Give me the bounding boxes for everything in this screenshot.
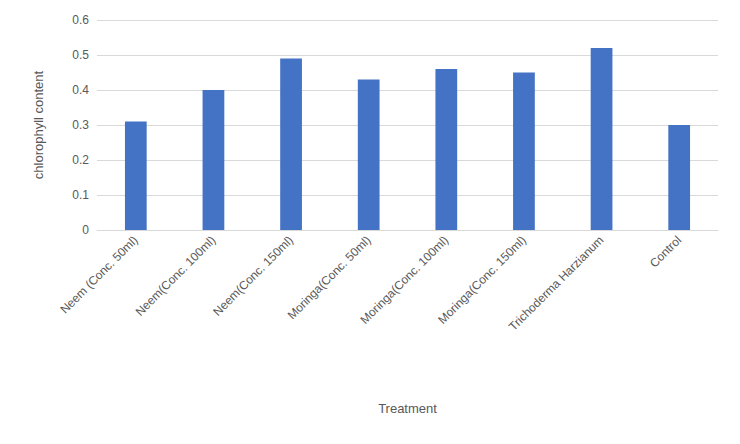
svg-text:Neem (Conc. 50ml): Neem (Conc. 50ml) xyxy=(57,233,140,316)
svg-text:chlorophyll content: chlorophyll content xyxy=(31,70,46,179)
svg-text:Neem(Conc. 100ml): Neem(Conc. 100ml) xyxy=(133,233,219,319)
svg-text:0: 0 xyxy=(82,223,89,237)
svg-text:0.4: 0.4 xyxy=(72,83,89,97)
svg-text:Control: Control xyxy=(647,233,684,270)
svg-text:Neem(Conc. 150ml): Neem(Conc. 150ml) xyxy=(210,233,296,319)
svg-text:Trichoderma Harzianum: Trichoderma Harzianum xyxy=(506,233,606,333)
svg-text:0.1: 0.1 xyxy=(72,188,89,202)
svg-text:0.5: 0.5 xyxy=(72,48,89,62)
svg-text:Moringa(Conc. 100ml): Moringa(Conc. 100ml) xyxy=(358,233,452,327)
svg-text:Treatment: Treatment xyxy=(378,401,437,416)
svg-text:0.6: 0.6 xyxy=(72,13,89,27)
svg-text:Moringa(Conc. 50ml): Moringa(Conc. 50ml) xyxy=(285,233,374,322)
svg-text:Moringa(Conc. 150ml): Moringa(Conc. 150ml) xyxy=(435,233,529,327)
svg-text:0.3: 0.3 xyxy=(72,118,89,132)
svg-text:0.2: 0.2 xyxy=(72,153,89,167)
